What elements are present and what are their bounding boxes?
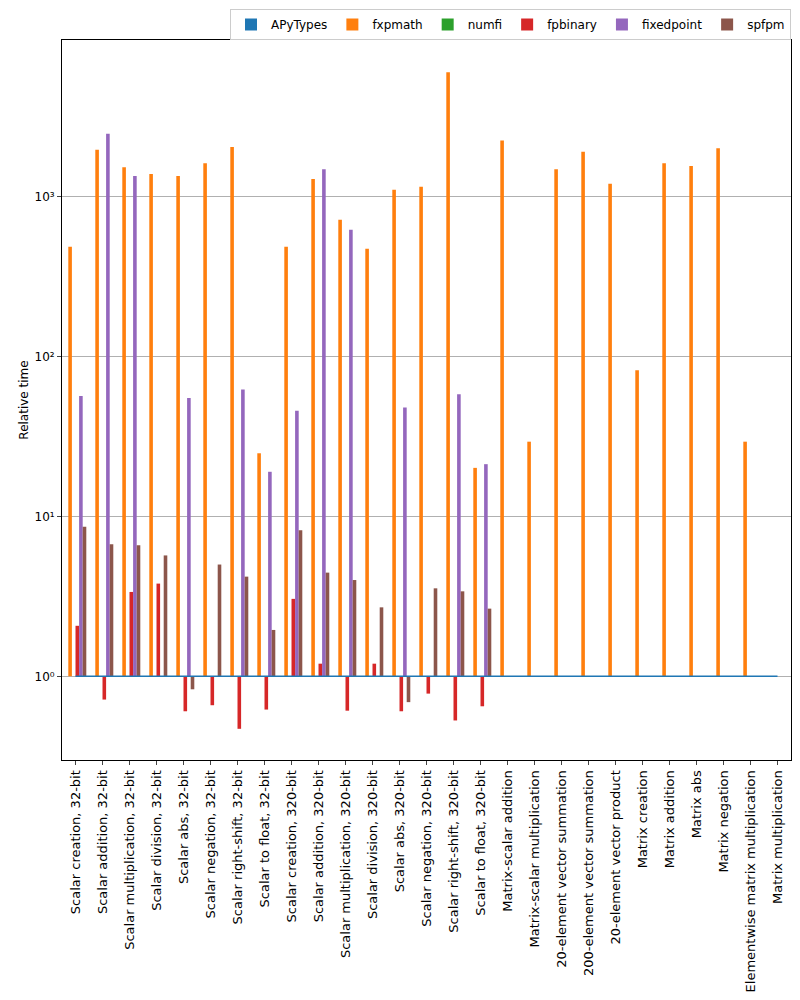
svg-text:20-element vector product: 20-element vector product — [608, 770, 623, 944]
svg-text:Scalar negation, 320-bit: Scalar negation, 320-bit — [419, 770, 434, 927]
svg-text:Scalar addition, 32-bit: Scalar addition, 32-bit — [95, 770, 110, 914]
svg-text:10²: 10² — [35, 350, 55, 364]
svg-text:fxpmath: fxpmath — [372, 18, 422, 32]
svg-text:10¹: 10¹ — [35, 510, 55, 524]
svg-text:Scalar creation, 32-bit: Scalar creation, 32-bit — [68, 770, 83, 914]
svg-text:Matrix-scalar multiplication: Matrix-scalar multiplication — [527, 770, 542, 947]
svg-text:Scalar to float, 32-bit: Scalar to float, 32-bit — [257, 770, 272, 907]
svg-text:Relative time: Relative time — [17, 360, 31, 439]
svg-text:Matrix creation: Matrix creation — [635, 770, 650, 868]
svg-text:Scalar multiplication, 320-bit: Scalar multiplication, 320-bit — [338, 770, 353, 958]
svg-text:APyTypes: APyTypes — [271, 18, 327, 32]
svg-text:Matrix addition: Matrix addition — [662, 770, 677, 868]
svg-text:20-element vector summation: 20-element vector summation — [554, 770, 569, 968]
svg-text:Scalar division, 32-bit: Scalar division, 32-bit — [149, 770, 164, 911]
svg-text:Scalar multiplication, 32-bit: Scalar multiplication, 32-bit — [122, 770, 137, 950]
svg-text:Scalar right-shift, 320-bit: Scalar right-shift, 320-bit — [446, 770, 461, 932]
svg-text:Scalar abs, 320-bit: Scalar abs, 320-bit — [392, 770, 407, 892]
svg-text:Scalar division, 320-bit: Scalar division, 320-bit — [365, 770, 380, 919]
svg-text:Scalar to float, 320-bit: Scalar to float, 320-bit — [473, 770, 488, 916]
svg-text:Matrix multiplication: Matrix multiplication — [770, 770, 785, 904]
svg-text:200-element vector summation: 200-element vector summation — [581, 770, 596, 976]
svg-text:Scalar creation, 320-bit: Scalar creation, 320-bit — [284, 770, 299, 922]
svg-text:Elementwise matrix multiplicat: Elementwise matrix multiplication — [743, 770, 758, 992]
svg-text:Scalar right-shift, 32-bit: Scalar right-shift, 32-bit — [230, 770, 245, 924]
svg-text:spfpm: spfpm — [747, 18, 784, 32]
svg-text:numfi: numfi — [468, 18, 502, 32]
svg-text:Matrix abs: Matrix abs — [689, 770, 704, 838]
svg-text:Scalar abs, 32-bit: Scalar abs, 32-bit — [176, 770, 191, 884]
svg-text:Scalar negation, 32-bit: Scalar negation, 32-bit — [203, 770, 218, 918]
svg-text:10⁰: 10⁰ — [35, 670, 55, 684]
svg-text:Matrix-scalar addition: Matrix-scalar addition — [500, 770, 515, 912]
svg-text:Scalar addition, 320-bit: Scalar addition, 320-bit — [311, 770, 326, 922]
svg-text:10³: 10³ — [35, 190, 55, 204]
svg-text:fpbinary: fpbinary — [547, 18, 597, 32]
svg-text:Matrix negation: Matrix negation — [716, 770, 731, 872]
svg-text:fixedpoint: fixedpoint — [642, 18, 702, 32]
